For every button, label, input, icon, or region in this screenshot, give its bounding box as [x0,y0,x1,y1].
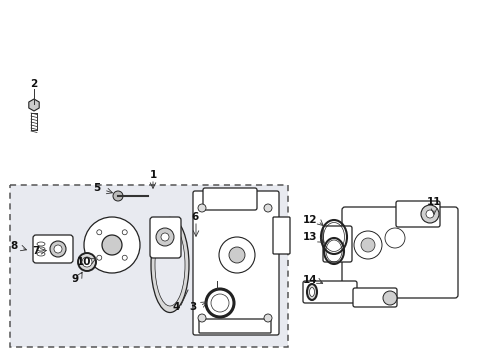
Circle shape [198,314,206,322]
FancyBboxPatch shape [203,188,257,210]
Text: 11: 11 [427,197,441,207]
Text: 7: 7 [32,246,40,256]
Ellipse shape [307,284,317,300]
FancyBboxPatch shape [199,319,271,333]
Bar [10,185,288,347]
Circle shape [122,230,127,235]
Text: 3: 3 [189,302,196,312]
Ellipse shape [310,288,315,297]
Circle shape [54,245,62,253]
Circle shape [82,257,92,267]
Ellipse shape [155,224,185,306]
Circle shape [426,210,434,218]
Text: 2: 2 [30,79,38,89]
Circle shape [229,247,245,263]
FancyBboxPatch shape [303,281,357,303]
Ellipse shape [151,217,189,312]
Circle shape [97,230,102,235]
Text: 8: 8 [10,241,18,251]
Text: 10: 10 [77,257,91,267]
Circle shape [97,255,102,260]
Text: 14: 14 [303,275,318,285]
Polygon shape [29,99,39,111]
Text: 6: 6 [192,212,198,222]
Text: 12: 12 [303,215,317,225]
FancyBboxPatch shape [193,191,279,335]
Circle shape [113,191,123,201]
Circle shape [122,255,127,260]
Circle shape [102,235,122,255]
FancyBboxPatch shape [396,201,440,227]
FancyBboxPatch shape [323,226,352,262]
Text: 13: 13 [303,232,317,242]
Circle shape [78,253,96,271]
Circle shape [156,228,174,246]
FancyBboxPatch shape [150,217,181,258]
Text: 4: 4 [172,302,180,312]
FancyBboxPatch shape [353,288,397,307]
Circle shape [161,233,169,241]
Circle shape [383,291,397,305]
Text: 9: 9 [72,274,78,284]
Circle shape [84,217,140,273]
FancyBboxPatch shape [342,207,458,298]
FancyBboxPatch shape [273,217,290,254]
Circle shape [264,314,272,322]
Text: 1: 1 [149,170,157,180]
FancyBboxPatch shape [33,235,73,263]
Circle shape [198,204,206,212]
Circle shape [50,241,66,257]
Circle shape [361,238,375,252]
Text: 5: 5 [94,183,100,193]
Circle shape [264,204,272,212]
Circle shape [421,205,439,223]
